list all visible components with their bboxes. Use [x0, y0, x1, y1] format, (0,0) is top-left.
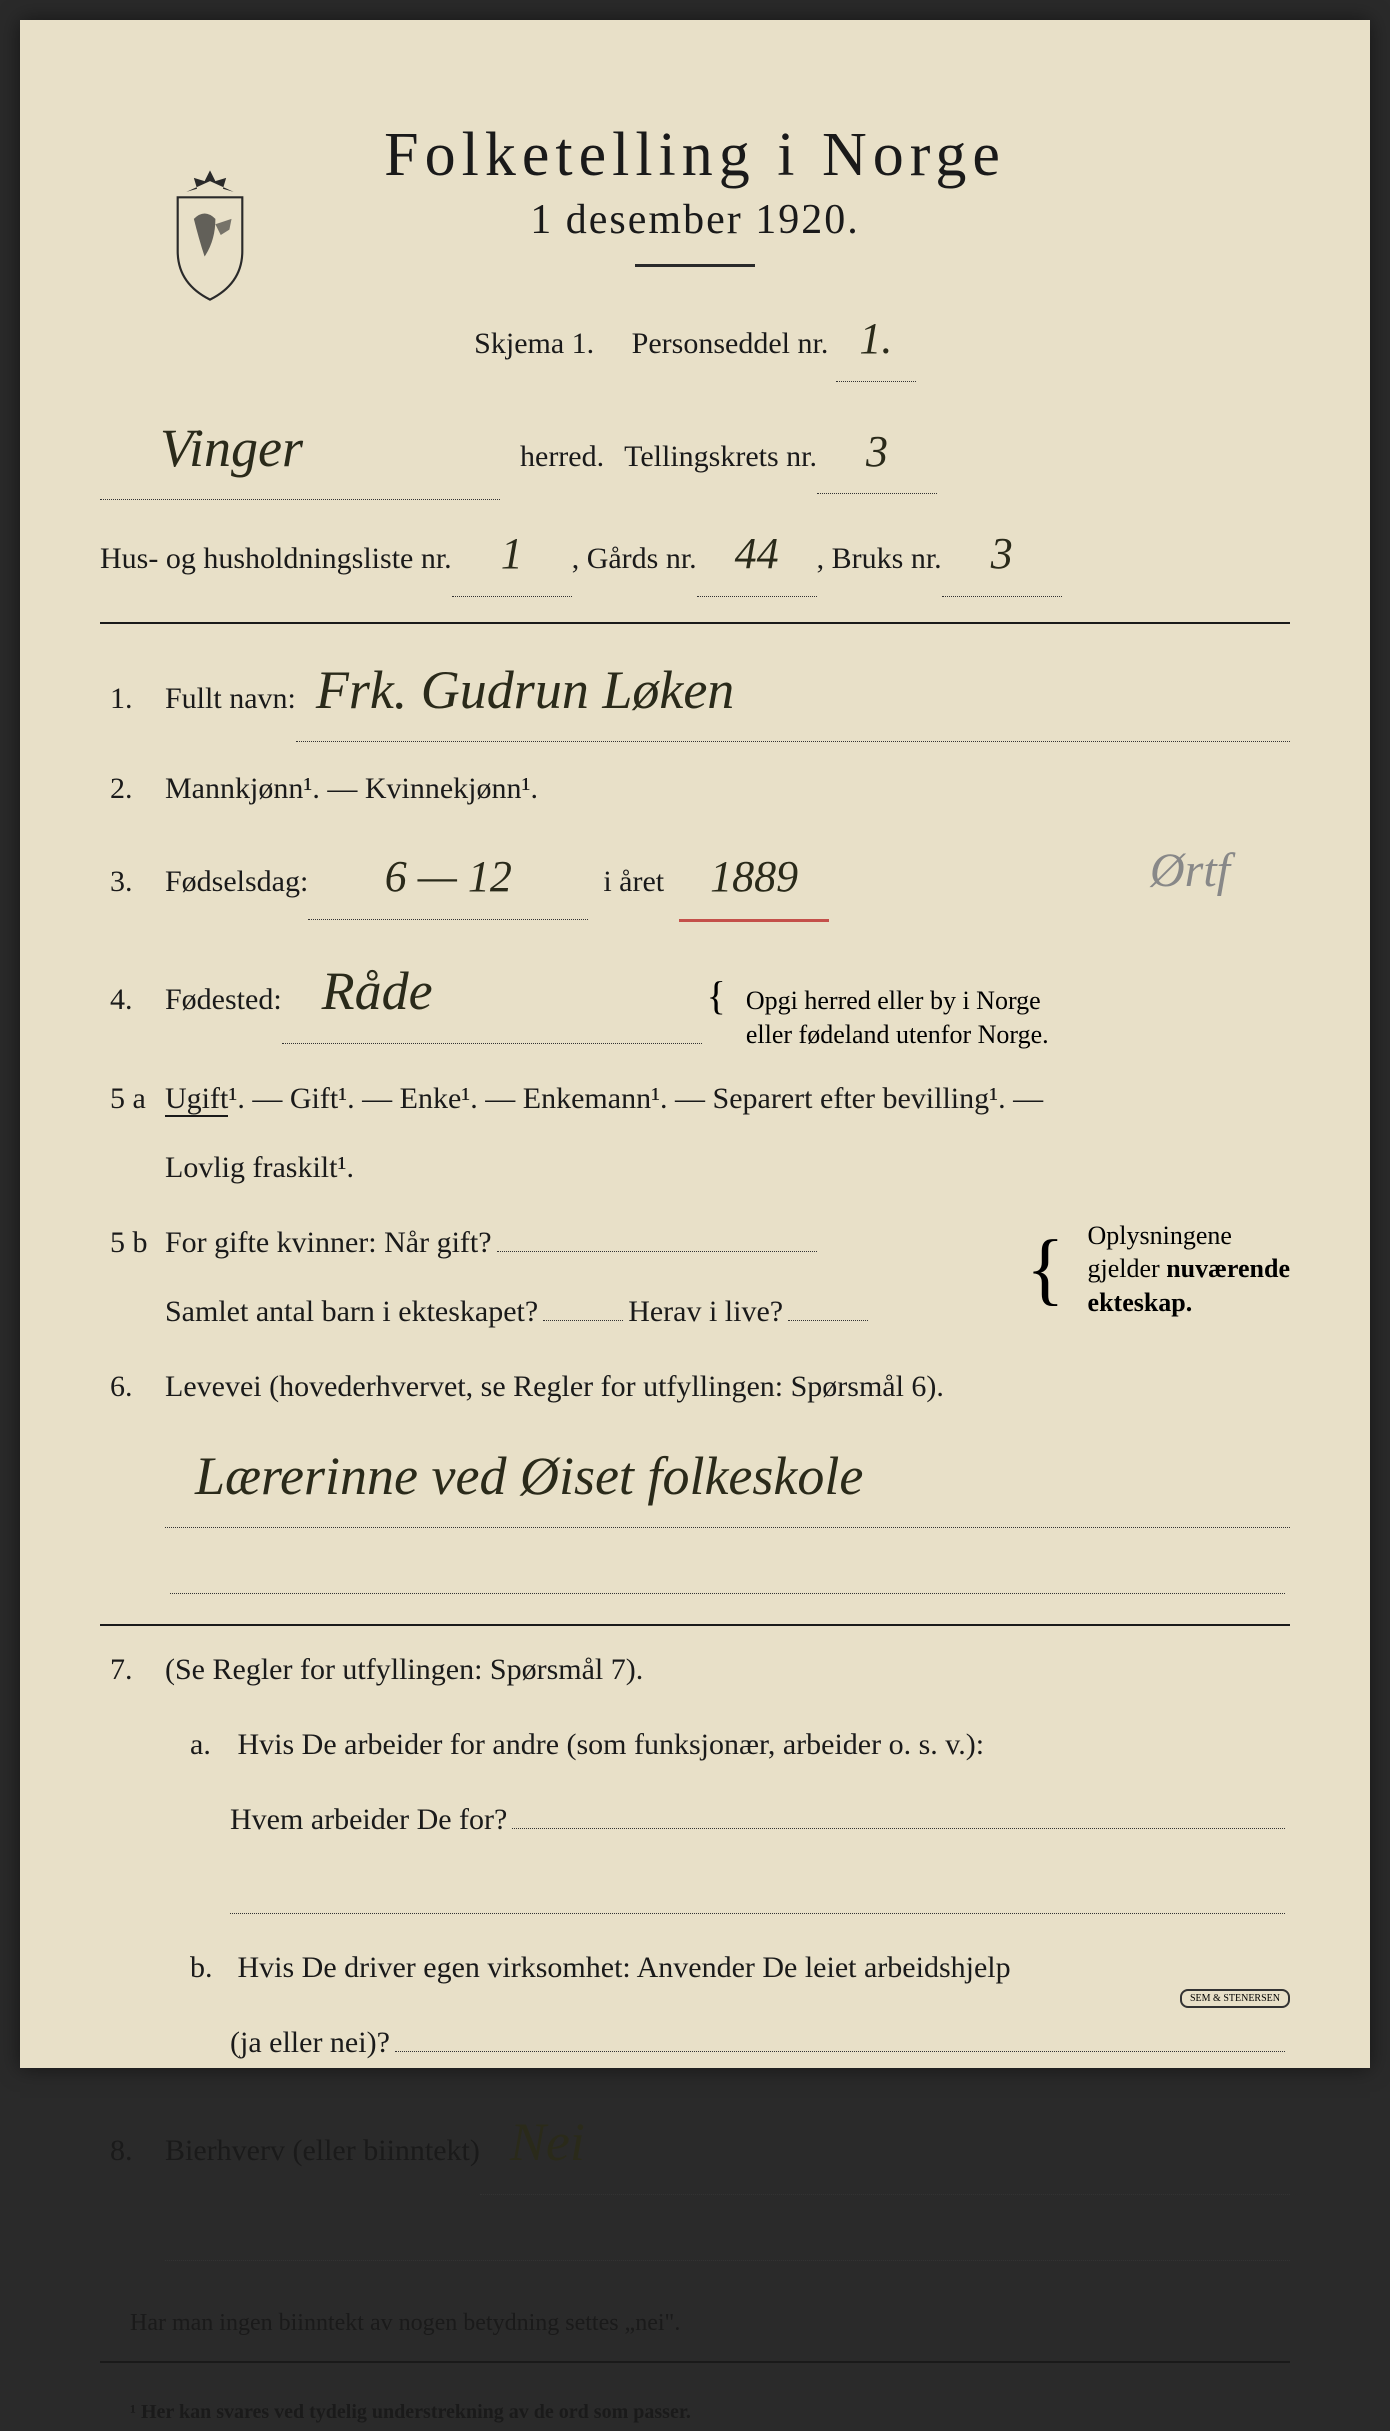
- q8-row: 8. Bierhverv (eller biinntekt) Nei: [100, 2091, 1290, 2195]
- schema-label: Skjema 1.: [474, 327, 594, 360]
- q3-year-label: i året: [603, 853, 664, 910]
- herred-row: Vinger herred. Tellingskrets nr. 3: [100, 397, 1290, 501]
- document-header: Folketelling i Norge 1 desember 1920.: [100, 120, 1290, 267]
- q4-label: Fødested:: [165, 971, 282, 1028]
- q7a-line2: Hvem arbeider De for?: [230, 1791, 507, 1848]
- q4-row: 4. Fødested: Råde { Opgi herred eller by…: [100, 940, 1290, 1052]
- q7a-line1: Hvis De arbeider for andre (som funksjon…: [238, 1728, 985, 1761]
- q4-number: 4.: [110, 971, 165, 1028]
- q2-number: 2.: [110, 760, 165, 817]
- q7a-letter: a.: [190, 1716, 230, 1773]
- q7-row: 7. (Se Regler for utfyllingen: Spørsmål …: [100, 1641, 1290, 1698]
- q5b-note3: ekteskap.: [1088, 1288, 1193, 1317]
- form-body: Skjema 1. Personseddel nr. 1. Vinger her…: [100, 297, 1290, 2431]
- gards-value: 44: [697, 512, 817, 597]
- q3-year: 1889: [679, 835, 829, 922]
- q5b-line2a: Samlet antal barn i ekteskapet?: [165, 1283, 538, 1340]
- q7b-row: b. Hvis De driver egen virksomhet: Anven…: [100, 1939, 1290, 2071]
- q1-value: Frk. Gudrun Løken: [296, 639, 1290, 743]
- q2-label: Mannkjønn¹. — Kvinnekjønn¹.: [165, 772, 538, 805]
- q6-row: 6. Levevei (hovederhvervet, se Regler fo…: [100, 1358, 1290, 1595]
- tellingskrets-label: Tellingskrets nr.: [624, 428, 817, 485]
- q7b-line1: Hvis De driver egen virksomhet: Anvender…: [238, 1951, 1011, 1984]
- herred-label: herred.: [520, 428, 604, 485]
- q5a-line2: Lovlig fraskilt¹.: [165, 1139, 1290, 1196]
- q8-value: Nei: [480, 2091, 1290, 2195]
- q5b-row: 5 b For gifte kvinner: Når gift? Samlet …: [100, 1214, 1290, 1340]
- q5a-row: 5 a Ugift¹. — Gift¹. — Enke¹. — Enkemann…: [100, 1070, 1290, 1196]
- q7a-row: a. Hvis De arbeider for andre (som funks…: [100, 1716, 1290, 1914]
- q1-label: Fullt navn:: [165, 670, 296, 727]
- q3-label: Fødselsdag:: [165, 853, 308, 910]
- q6-label: Levevei (hovederhvervet, se Regler for u…: [165, 1370, 944, 1403]
- q1-number: 1.: [110, 670, 165, 727]
- q5b-note2: gjelder nuværende: [1088, 1254, 1290, 1283]
- q4-note2: eller fødeland utenfor Norge.: [746, 1020, 1049, 1049]
- q6-number: 6.: [110, 1358, 165, 1415]
- q5a-underlined: Ugift: [165, 1082, 228, 1117]
- q5b-line2b: Herav i live?: [628, 1283, 783, 1340]
- q4-value: Råde: [282, 940, 702, 1044]
- hus-label: Hus- og husholdningsliste nr.: [100, 530, 452, 587]
- q3-daymonth: 6 — 12: [308, 835, 588, 920]
- q4-note1: Opgi herred eller by i Norge: [746, 986, 1041, 1015]
- q8-number: 8.: [110, 2122, 165, 2179]
- section-divider-3: [100, 2361, 1290, 2363]
- q5b-line1: For gifte kvinner: Når gift?: [165, 1214, 492, 1271]
- header-divider: [635, 264, 755, 267]
- q7-label: (Se Regler for utfyllingen: Spørsmål 7).: [165, 1653, 643, 1686]
- personseddel-label: Personseddel nr.: [632, 327, 829, 360]
- q5b-number: 5 b: [110, 1214, 165, 1271]
- q7b-line2: (ja eller nei)?: [230, 2014, 390, 2071]
- personseddel-value: 1.: [836, 297, 916, 382]
- footnote: ¹ Her kan svares ved tydelig understrekn…: [100, 2393, 1290, 2431]
- herred-value: Vinger: [100, 397, 500, 501]
- document-date: 1 desember 1920.: [100, 196, 1290, 244]
- coat-of-arms-icon: [155, 165, 265, 305]
- gards-label: , Gårds nr.: [572, 530, 697, 587]
- q2-row: 2. Mannkjønn¹. — Kvinnekjønn¹.: [100, 760, 1290, 817]
- printer-mark: SEM & STENERSEN: [1180, 1989, 1290, 2008]
- bruks-value: 3: [942, 512, 1062, 597]
- q3-number: 3.: [110, 853, 165, 910]
- footer-note: Har man ingen biinntekt av nogen betydni…: [100, 2301, 1290, 2347]
- q3-row: 3. Fødselsdag: 6 — 12 i året 1889 Ørtf: [100, 835, 1290, 922]
- pencil-annotation: Ørtf: [1150, 825, 1230, 916]
- document-title: Folketelling i Norge: [100, 120, 1290, 191]
- q7b-letter: b.: [190, 1939, 230, 1996]
- hus-value: 1: [452, 512, 572, 597]
- section-divider-1: [100, 622, 1290, 624]
- q6-value: Lærerinne ved Øiset folkeskole: [165, 1425, 1290, 1529]
- census-document: Folketelling i Norge 1 desember 1920. Sk…: [20, 20, 1370, 2068]
- q8-label: Bierhverv (eller biinntekt): [165, 2122, 480, 2179]
- q5b-note1: Oplysningene: [1088, 1221, 1232, 1250]
- bruks-label: , Bruks nr.: [817, 530, 942, 587]
- q1-row: 1. Fullt navn: Frk. Gudrun Løken: [100, 639, 1290, 743]
- hus-row: Hus- og husholdningsliste nr. 1 , Gårds …: [100, 512, 1290, 597]
- section-divider-2: [100, 1624, 1290, 1626]
- q5a-number: 5 a: [110, 1070, 165, 1127]
- tellingskrets-value: 3: [817, 410, 937, 495]
- q7-number: 7.: [110, 1641, 165, 1698]
- schema-row: Skjema 1. Personseddel nr. 1.: [100, 297, 1290, 382]
